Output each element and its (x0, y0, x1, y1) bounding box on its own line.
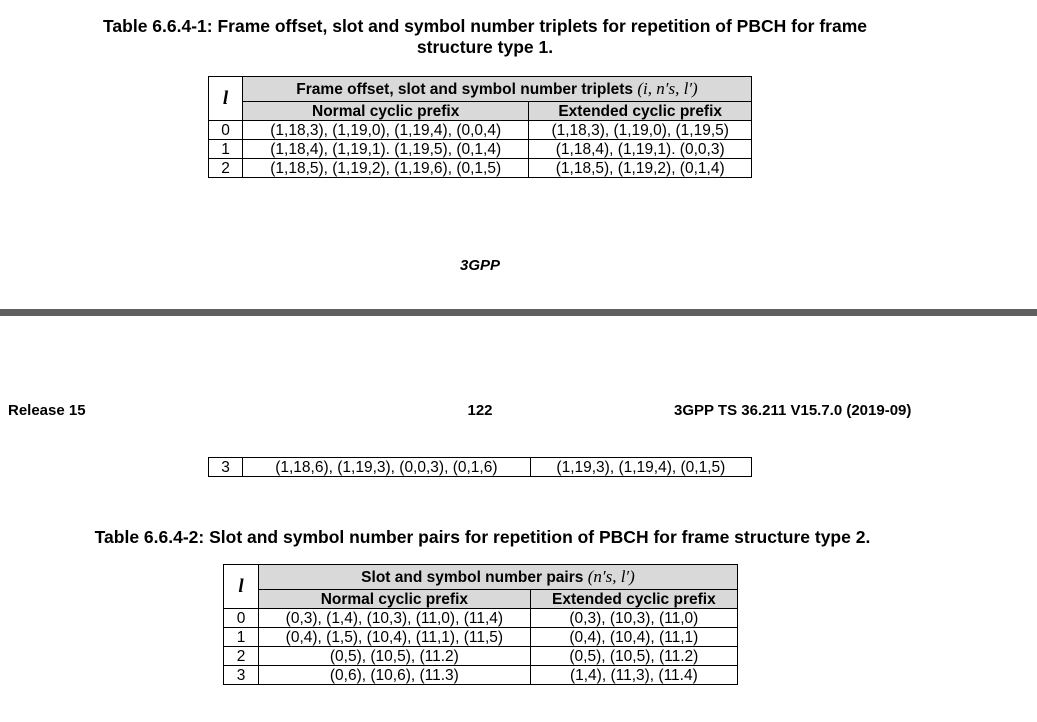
table2-row2-normal: (0,5), (10,5), (11.2) (258, 646, 531, 666)
table2-row1-normal: (0,4), (1,5), (10,4), (11,1), (11,5) (258, 627, 531, 647)
table1-col-normal: Normal cyclic prefix (241, 101, 530, 121)
table1-row2-l: 2 (208, 158, 243, 178)
table1-row0-l: 0 (208, 120, 243, 140)
table2-var-header: l (223, 564, 259, 609)
table-row: 2 (0,5), (10,5), (11.2) (0,5), (10,5), (… (223, 646, 739, 666)
table1-row0-normal: (1,18,3), (1,19,0), (1,19,4), (0,0,4) (241, 120, 530, 140)
table1-row1-l: 1 (208, 139, 243, 159)
table-row: 2 (1,18,5), (1,19,2), (1,19,6), (0,1,5) … (208, 158, 752, 178)
table2-row2-extended: (0,5), (10,5), (11.2) (529, 646, 739, 666)
table2-row0-extended: (0,3), (10,3), (11,0) (529, 608, 739, 628)
table2-row3-normal: (0,6), (10,6), (11.3) (258, 665, 531, 685)
page-break-divider (0, 309, 1037, 316)
table2-caption: Table 6.6.4-2: Slot and symbol number pa… (94, 527, 871, 547)
footer-3gpp-mark: 3GPP (459, 257, 501, 274)
table2-group-math: (n′s, l′) (587, 567, 635, 586)
table-row: 1 (1,18,4), (1,19,1). (1,19,5), (0,1,4) … (208, 139, 752, 159)
table1-row3-extended: (1,19,3), (1,19,4), (0,1,5) (529, 457, 753, 477)
table1-row2-normal: (1,18,5), (1,19,2), (1,19,6), (0,1,5) (241, 158, 530, 178)
table1-col-extended: Extended cyclic prefix (528, 101, 752, 121)
table1-row0-extended: (1,18,3), (1,19,0), (1,19,5) (528, 120, 752, 140)
table2-col-normal: Normal cyclic prefix (258, 589, 531, 609)
table1-row1-extended: (1,18,4), (1,19,1). (0,0,3) (528, 139, 752, 159)
table-row: 1 (0,4), (1,5), (10,4), (11,1), (11,5) (… (223, 627, 739, 647)
header-page-number: 122 (467, 402, 493, 419)
table1-var-header: l (208, 76, 243, 121)
table2-row1-l: 1 (223, 627, 259, 647)
table1-caption-line2: structure type 1. (416, 37, 554, 57)
table1-group-math: (i, n′s, l′) (637, 79, 698, 98)
table2-row2-l: 2 (223, 646, 259, 666)
table2-col-extended: Extended cyclic prefix (529, 589, 739, 609)
table1-group-header: Frame offset, slot and symbol number tri… (242, 76, 752, 102)
table1-row3-l: 3 (208, 457, 243, 477)
table2-row1-extended: (0,4), (10,4), (11,1) (529, 627, 739, 647)
table2: l Slot and symbol number pairs (n′s, l′)… (223, 564, 739, 685)
table-row: 3 (1,18,6), (1,19,3), (0,0,3), (0,1,6) (… (208, 457, 753, 477)
header-spec-id: 3GPP TS 36.211 V15.7.0 (2019-09) (674, 402, 912, 419)
table1-group-header-text: Frame offset, slot and symbol number tri… (296, 81, 634, 98)
table-row: 0 (0,3), (1,4), (10,3), (11,0), (11,4) (… (223, 608, 739, 628)
table1-caption-line1: Table 6.6.4-1: Frame offset, slot and sy… (103, 16, 867, 36)
table2-row0-l: 0 (223, 608, 259, 628)
table-row: 3 (0,6), (10,6), (11.3) (1,4), (11,3), (… (223, 665, 739, 685)
table1-row3-normal: (1,18,6), (1,19,3), (0,0,3), (0,1,6) (242, 457, 531, 477)
table2-row3-extended: (1,4), (11,3), (11.4) (529, 665, 739, 685)
table2-group-header-text: Slot and symbol number pairs (361, 569, 584, 586)
table2-row0-normal: (0,3), (1,4), (10,3), (11,0), (11,4) (258, 608, 531, 628)
table2-row3-l: 3 (223, 665, 259, 685)
table1-row1-normal: (1,18,4), (1,19,1). (1,19,5), (0,1,4) (241, 139, 530, 159)
table-row: 0 (1,18,3), (1,19,0), (1,19,4), (0,0,4) … (208, 120, 752, 140)
table1-row2-extended: (1,18,5), (1,19,2), (0,1,4) (528, 158, 752, 178)
table1: l Frame offset, slot and symbol number t… (208, 76, 752, 178)
table2-group-header: Slot and symbol number pairs (n′s, l′) (258, 564, 738, 590)
table1-continued: 3 (1,18,6), (1,19,3), (0,0,3), (0,1,6) (… (208, 457, 753, 477)
table1-caption: Table 6.6.4-1: Frame offset, slot and sy… (30, 16, 940, 58)
header-release: Release 15 (8, 402, 86, 419)
